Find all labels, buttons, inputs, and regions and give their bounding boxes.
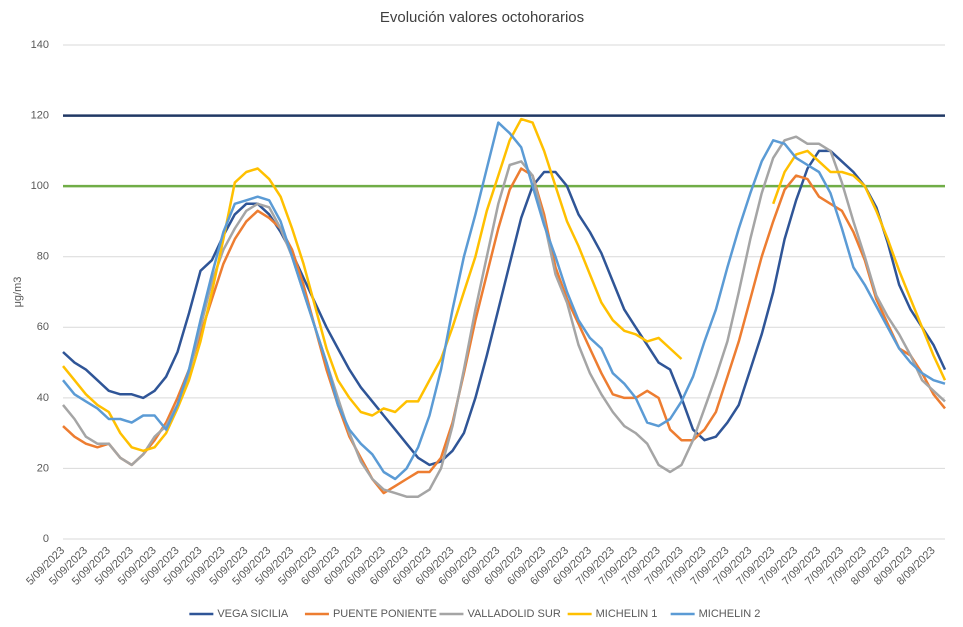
y-tick-label: 20 <box>37 462 49 474</box>
chart-title: Evolución valores octohorarios <box>380 9 584 26</box>
legend-label: MICHELIN 2 <box>699 608 761 620</box>
y-tick-label: 60 <box>37 321 49 333</box>
y-tick-label: 0 <box>43 533 49 545</box>
series-line <box>62 121 946 481</box>
y-tick-label: 100 <box>31 180 49 192</box>
y-tick-label: 140 <box>31 39 49 51</box>
series-line <box>62 135 946 498</box>
legend-label: PUENTE PONIENTE <box>333 608 437 620</box>
legend-label: VEGA SICILIA <box>217 608 289 620</box>
legend-label: MICHELIN 1 <box>596 608 658 620</box>
y-tick-label: 80 <box>37 251 49 263</box>
legend-label: VALLADOLID SUR <box>467 608 560 620</box>
series-line <box>62 117 947 453</box>
series-line <box>62 149 947 467</box>
y-tick-label: 120 <box>31 109 49 121</box>
y-tick-label: 40 <box>37 392 49 404</box>
y-axis-label: μg/m3 <box>12 277 24 308</box>
series-line <box>62 167 946 495</box>
